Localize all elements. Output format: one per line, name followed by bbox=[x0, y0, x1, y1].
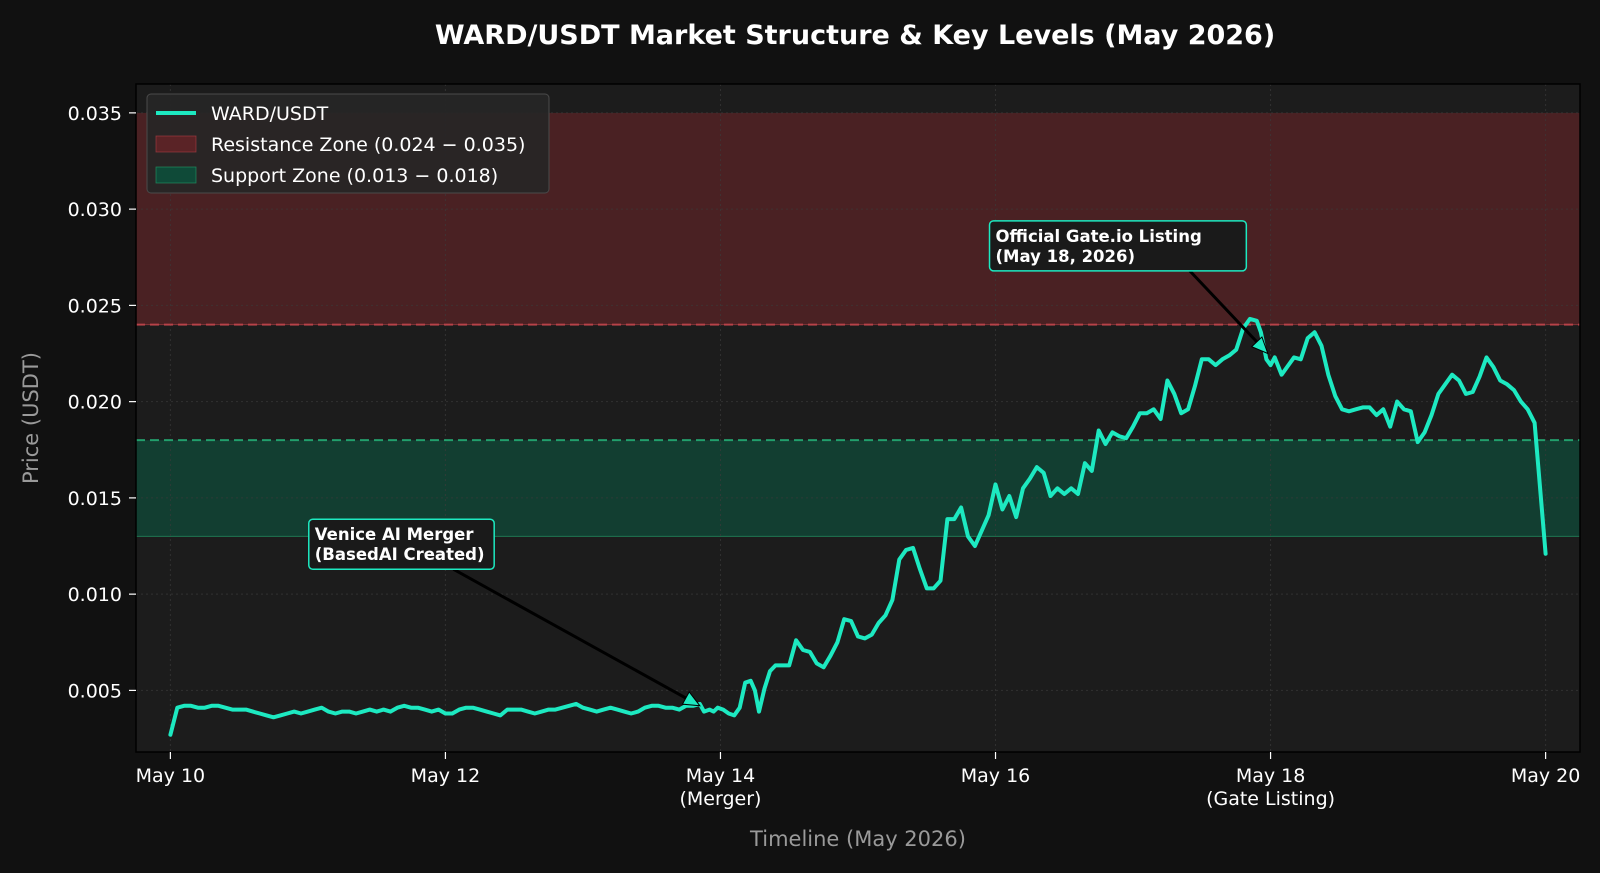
annotation-text: Official Gate.io Listing bbox=[996, 227, 1202, 246]
y-tick-label: 0.005 bbox=[68, 680, 122, 702]
annotation-text: (May 18, 2026) bbox=[996, 247, 1136, 266]
y-tick-label: 0.035 bbox=[68, 103, 122, 125]
annotation-text: Venice AI Merger bbox=[315, 525, 475, 544]
y-axis-label: Price (USDT) bbox=[19, 352, 43, 484]
y-tick-label: 0.030 bbox=[68, 199, 122, 221]
x-tick-sublabel: (Gate Listing) bbox=[1206, 788, 1335, 810]
legend-label: Support Zone (0.013 − 0.018) bbox=[211, 165, 498, 187]
x-tick-label: May 20 bbox=[1511, 765, 1581, 787]
chart-title: WARD/USDT Market Structure & Key Levels … bbox=[435, 20, 1275, 51]
x-tick-label: May 12 bbox=[411, 765, 481, 787]
legend: WARD/USDT Resistance Zone (0.024 − 0.035)… bbox=[147, 94, 549, 193]
x-tick-sublabel: (Merger) bbox=[679, 788, 761, 810]
x-tick-label: May 14 bbox=[686, 765, 756, 787]
y-tick-label: 0.010 bbox=[68, 584, 122, 606]
annotation-text: (BasedAI Created) bbox=[315, 545, 485, 564]
legend-label: Resistance Zone (0.024 − 0.035) bbox=[211, 134, 525, 156]
y-tick-label: 0.020 bbox=[68, 392, 122, 414]
legend-label: WARD/USDT bbox=[211, 103, 329, 125]
y-tick-label: 0.025 bbox=[68, 295, 122, 317]
y-tick-label: 0.015 bbox=[68, 488, 122, 510]
x-tick-label: May 10 bbox=[136, 765, 206, 787]
legend-swatch-patch bbox=[156, 136, 196, 152]
x-tick-label: May 18 bbox=[1236, 765, 1306, 787]
legend-swatch-patch bbox=[156, 167, 196, 183]
x-axis-label: Timeline (May 2026) bbox=[749, 827, 966, 851]
x-tick-label: May 16 bbox=[961, 765, 1031, 787]
legend-item-resistance: Resistance Zone (0.024 − 0.035) bbox=[156, 134, 525, 156]
